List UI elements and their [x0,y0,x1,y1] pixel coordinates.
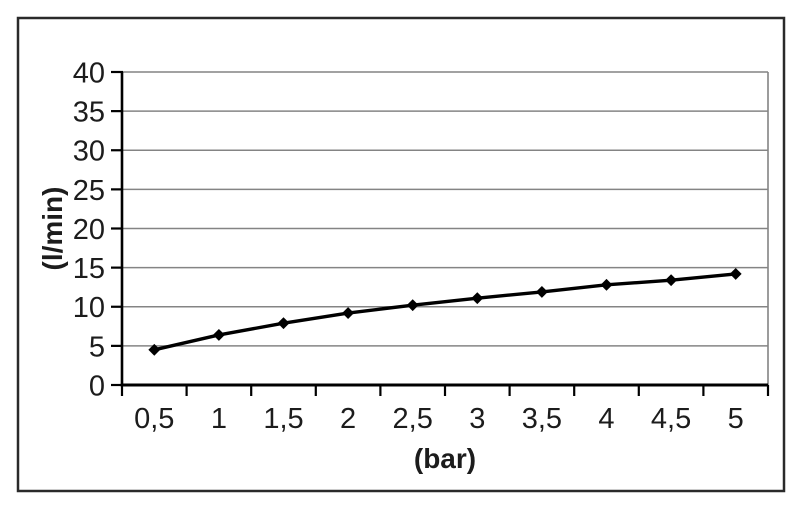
x-tick-label: 1,5 [263,403,303,435]
data-series-line [152,272,738,352]
y-tick-label: 20 [73,214,105,246]
x-tick-label: 2,5 [393,403,433,435]
y-tick-label: 0 [89,370,105,402]
x-tick-label: 3 [469,403,485,435]
data-point-marker [535,285,548,298]
y-tick-label: 15 [73,253,105,285]
chart-outer-border [16,16,786,493]
y-tick-label: 10 [73,292,105,324]
data-point-marker [342,307,355,319]
x-axis-title: (bar) [414,443,476,474]
data-point-marker [729,267,742,280]
y-tick-label: 30 [73,136,105,168]
data-point-marker [277,317,290,330]
y-axis-title: (l/min) [37,187,68,271]
y-tick-label: 40 [73,57,105,89]
x-tick-label: 2 [340,403,356,435]
y-tick-label: 35 [73,97,105,129]
x-tick-label: 4 [598,403,614,435]
y-tick-label: 5 [89,331,105,363]
data-point-marker [471,292,484,305]
y-tick-label: 25 [73,175,105,207]
data-point-marker [406,299,419,312]
x-tick-label: 0,5 [134,403,174,435]
x-tick-label: 4,5 [651,403,691,435]
x-tick-label: 3,5 [522,403,562,435]
x-tick-label: 5 [728,403,744,435]
x-tick-label: 1 [211,403,227,435]
